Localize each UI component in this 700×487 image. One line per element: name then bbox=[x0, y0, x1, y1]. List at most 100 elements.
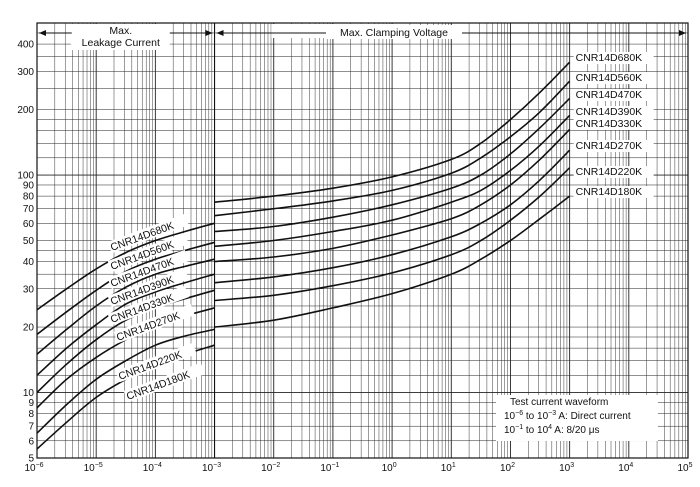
note-line-direct: 10−6 to 10−3 A: Direct current bbox=[504, 410, 631, 422]
clamping-curve bbox=[214, 80, 571, 217]
text-part: −4 bbox=[154, 462, 162, 469]
text-part: 10 bbox=[500, 463, 512, 474]
y-tick-label: 70 bbox=[23, 204, 35, 215]
text-part: 2 bbox=[511, 462, 515, 469]
note-line-impulse: 10−1 to 104 A: 8/20 μs bbox=[504, 424, 600, 436]
text-part: 10 bbox=[320, 463, 332, 474]
region-arrow-head bbox=[679, 30, 686, 36]
y-tick-label: 5 bbox=[28, 454, 34, 465]
x-tick-label: 10−5 bbox=[84, 462, 103, 474]
text-part: 1 bbox=[452, 462, 456, 469]
y-tick-label: 60 bbox=[23, 219, 35, 230]
leakage-curve bbox=[36, 328, 215, 434]
x-tick-label: 101 bbox=[441, 462, 456, 474]
text-part: 10 bbox=[441, 463, 453, 474]
note-bg bbox=[496, 395, 658, 441]
clamping-curve bbox=[214, 195, 571, 328]
leakage-curve bbox=[36, 222, 215, 311]
y-tick-label: 200 bbox=[17, 105, 34, 116]
clamping-curve bbox=[214, 167, 571, 302]
series-label-bg bbox=[107, 232, 189, 273]
x-tick-label: 103 bbox=[559, 462, 574, 474]
x-tick-label: 102 bbox=[500, 462, 515, 474]
clamping-curve bbox=[214, 114, 571, 248]
series-labels-right: CNR14D680K CNR14D560K CNR14D470K CNR14D390K… bbox=[573, 52, 654, 198]
text-part: 3 bbox=[570, 462, 574, 469]
text-part: −1 bbox=[331, 462, 339, 469]
series-label: CNR14D220K bbox=[576, 166, 643, 178]
x-tick-label: 104 bbox=[618, 462, 633, 474]
x-tick-label: 10−6 bbox=[24, 462, 43, 474]
series-label-bg bbox=[573, 118, 654, 130]
y-tick-label: 50 bbox=[23, 236, 35, 247]
y-tick-label: 6 bbox=[28, 436, 34, 447]
x-tick-label: 10−3 bbox=[202, 462, 221, 474]
text-part: −2 bbox=[272, 462, 280, 469]
series-label: CNR14D680K bbox=[576, 52, 643, 64]
series-label-bg bbox=[573, 106, 654, 118]
y-tick-label: 400 bbox=[17, 40, 34, 51]
x-tick-labels: 10−6 10−5 10−4 10−3 10−2 10−1 100 101 102 103 104 1… bbox=[24, 462, 692, 474]
series-label: CNR14D330K bbox=[576, 118, 643, 130]
y-tick-label: 100 bbox=[17, 171, 34, 182]
region-label-line2: Leakage Current bbox=[82, 37, 160, 49]
series-label-bg bbox=[115, 342, 197, 383]
y-tick-label: 80 bbox=[23, 192, 35, 203]
text-part: −3 bbox=[213, 462, 221, 469]
text-part: 4 bbox=[629, 462, 633, 469]
y-tick-label: 300 bbox=[17, 67, 34, 78]
y-tick-label: 40 bbox=[23, 257, 35, 268]
text-part: 10 bbox=[202, 463, 214, 474]
y-tick-label: 30 bbox=[23, 284, 35, 295]
series-label-bg bbox=[573, 140, 654, 152]
text-part: 10 bbox=[504, 411, 516, 422]
series-curves bbox=[36, 61, 571, 450]
region-label-bg bbox=[71, 24, 170, 50]
series-label: CNR14D180K bbox=[576, 186, 643, 198]
text-part: to 10 bbox=[523, 425, 548, 436]
series-label-bg bbox=[573, 89, 654, 101]
x-tick-label: 10−4 bbox=[143, 462, 162, 474]
clamping-curve bbox=[214, 97, 571, 233]
series-label-bg bbox=[107, 213, 189, 254]
text-part: A: 8/20 μs bbox=[552, 425, 599, 436]
text-part: 10 bbox=[504, 425, 516, 436]
text-part: 0 bbox=[393, 462, 397, 469]
text-part: 10 bbox=[559, 463, 571, 474]
x-tick-label: 10−2 bbox=[261, 462, 280, 474]
text-part: 10 bbox=[618, 463, 630, 474]
text-part: 10 bbox=[382, 463, 394, 474]
note-title: Test current waveform bbox=[510, 397, 608, 408]
series-label: CNR14D270K bbox=[576, 140, 643, 152]
series-label-bg bbox=[113, 303, 195, 344]
x-tick-label: 105 bbox=[677, 462, 692, 474]
text-part: −6 bbox=[515, 410, 523, 417]
x-tick-label: 100 bbox=[382, 462, 397, 474]
series-label-bg bbox=[123, 362, 205, 403]
clamping-curve bbox=[214, 128, 571, 263]
x-tick-label: 10−1 bbox=[320, 462, 339, 474]
leakage-curve bbox=[36, 258, 215, 355]
region-headers: Max.Leakage Current Max. Clamping Voltage bbox=[39, 24, 686, 50]
y-tick-label: 90 bbox=[23, 180, 35, 191]
text-part: 4 bbox=[548, 424, 552, 431]
y-tick-label: 9 bbox=[28, 398, 34, 409]
series-labels-left: CNR14D680KCNR14D560KCNR14D470KCNR14D390K… bbox=[107, 213, 205, 403]
leakage-curve bbox=[36, 273, 215, 376]
clamping-curve bbox=[214, 149, 571, 284]
series-label: CNR14D390K bbox=[576, 106, 643, 118]
region-arrow-head bbox=[205, 30, 213, 36]
text-part: to 10 bbox=[523, 411, 548, 422]
y-tick-label: 8 bbox=[28, 409, 34, 420]
region-label-bg bbox=[326, 25, 462, 39]
series-label-bg bbox=[107, 267, 189, 308]
text-part: −1 bbox=[515, 424, 523, 431]
series-label-bg bbox=[107, 249, 189, 290]
text-part: 10 bbox=[84, 463, 96, 474]
leakage-curve bbox=[36, 289, 215, 394]
series-label: CNR14D470K bbox=[576, 89, 643, 101]
text-part: −5 bbox=[95, 462, 103, 469]
